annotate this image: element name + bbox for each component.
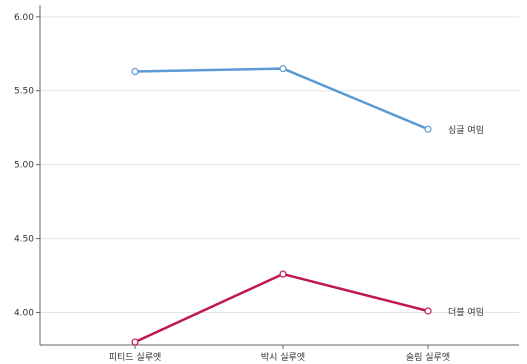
data-point [279,270,287,278]
y-tick-label: 5.50 [14,87,34,97]
series-0: 싱글 여밈 [131,64,484,136]
y-tick-label: 4.00 [14,308,34,318]
series-label: 더블 여밈 [448,306,484,318]
x-tick-label: 박시 실루엣 [261,352,305,363]
x-tick-label: 피티드 실루엣 [109,352,162,363]
series-label: 싱글 여밈 [448,124,484,136]
data-point [424,307,432,315]
data-point [131,67,139,76]
data-point [424,125,432,133]
y-axis-ticks: 6.00 5.50 5.00 4.50 4.00 [14,13,40,318]
y-tick-label: 5.00 [14,161,34,171]
axes [39,5,519,346]
data-point [131,338,139,346]
x-axis-ticks: 피티드 실루엣 박시 실루엣 슬림 실루엣 [109,345,450,363]
data-point [279,64,287,73]
y-tick-label: 4.50 [14,235,34,245]
series-line [134,67,429,131]
x-tick-label: 슬림 실루엣 [406,351,450,363]
gridlines [40,16,519,313]
series-1: 더블 여밈 [131,270,484,346]
y-tick-label: 6.00 [14,13,34,23]
series-line [134,272,429,344]
